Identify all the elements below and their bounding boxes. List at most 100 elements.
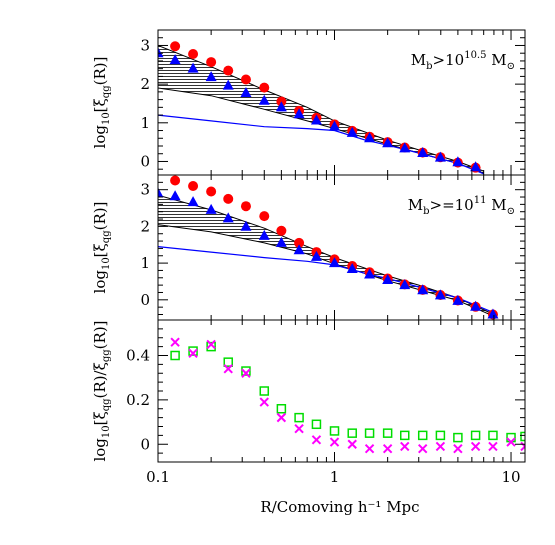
square-point [329,426,340,436]
cross-point [488,441,498,452]
circle-point [259,82,270,93]
y-tick-label: 0.4 [126,347,150,365]
y-axis-label: log10[ξqg(R)] [91,57,112,149]
panel-middle: 0 1 2 3 log10[ξqg(R)] Mb>=1011 M⊙ [91,174,526,321]
square-point [276,404,287,414]
cross-point [453,443,463,454]
y-tick-label: 2 [140,217,150,235]
square-point [347,428,357,438]
panel-top: 0 1 2 3 log10[ξqg(R)] Mb>1010.5 M⊙ [91,29,526,176]
triangle-point [187,196,199,207]
y-axis-label: log10[ξqg(R)] [91,202,112,294]
triangle-point [346,126,358,137]
triangle-point [399,279,411,290]
triangle-point [470,300,482,311]
band-lower-line [158,224,495,317]
circle-point [170,175,181,186]
square-point [223,357,233,367]
circle-point [259,211,270,222]
triangle-point [310,250,322,261]
square-point [206,341,216,352]
square-point [520,431,525,442]
circle-point [223,65,234,76]
x-tick-label: 1 [330,468,340,486]
cross-point [435,441,446,452]
triangle-point [158,47,164,58]
triangle-point [187,62,199,73]
circle-point [223,193,234,204]
triangle-point [169,190,181,201]
cross-point [223,364,233,374]
cross-point [506,437,516,447]
triangle-point [222,79,234,90]
cross-point [418,443,428,454]
triangle-point [169,54,181,65]
triangle-point [417,146,429,157]
y-tick-label: 3 [140,181,150,199]
cross-point [294,424,304,434]
plot-area [158,41,484,175]
circle-point [170,41,181,52]
square-point [400,430,410,441]
x-axis-label: R/Comoving h⁻¹ Mpc [260,498,419,516]
cross-point [206,339,216,350]
cross-point [329,437,340,447]
mass-annotation: Mb>1010.5 M⊙ [411,50,515,72]
square-point [311,419,322,430]
cross-point [470,441,481,452]
triangle-point [329,257,341,268]
square-point [470,430,481,441]
square-point [382,428,393,438]
x-tick-label: 0.1 [146,468,170,486]
square-point [241,366,251,376]
square-point [170,350,180,361]
y-tick-label: 3 [140,36,150,54]
square-point [488,430,498,441]
circle-point [276,225,287,236]
mass-annotation: Mb>=1011 M⊙ [408,195,515,217]
triangle-point [364,132,376,143]
cross-point [400,441,410,452]
cross-point [347,439,357,449]
triangle-point [434,289,446,300]
circle-point [206,186,217,197]
triangle-point [399,142,411,153]
plot-area [158,175,499,320]
triangle-point [452,294,464,305]
y-tick-label: 1 [140,114,150,132]
triangle-point [258,94,270,105]
cross-point [188,348,198,358]
y-tick-label: 0 [140,291,150,309]
triangle-point [222,212,234,223]
cross-point [364,443,375,454]
circle-point [294,237,305,248]
triangle-point [240,220,252,231]
circle-point [240,74,251,85]
triangle-point [258,229,270,240]
circle-point [240,201,251,212]
triangle-point [275,236,287,247]
square-point [453,432,463,443]
cross-point [382,443,393,454]
triangle-point [293,108,305,119]
cross-point [241,368,251,378]
triangle-point [417,284,429,295]
y-tick-label: 0 [140,152,150,170]
square-point [417,430,428,441]
hatched-band [158,45,484,174]
triangle-point [434,151,446,162]
y-tick-label: 0.2 [126,391,150,409]
triangle-point [205,203,217,214]
triangle-point [205,71,217,82]
square-point [364,428,375,438]
square-point [435,430,446,441]
y-tick-label: 0 [140,435,150,453]
triangle-point [346,262,358,273]
triangle-point [310,114,322,125]
triangle-point [487,308,499,319]
hatched-band [158,195,494,317]
cross-point [311,435,322,445]
triangle-point [364,268,376,279]
band-lower-line [158,87,484,174]
